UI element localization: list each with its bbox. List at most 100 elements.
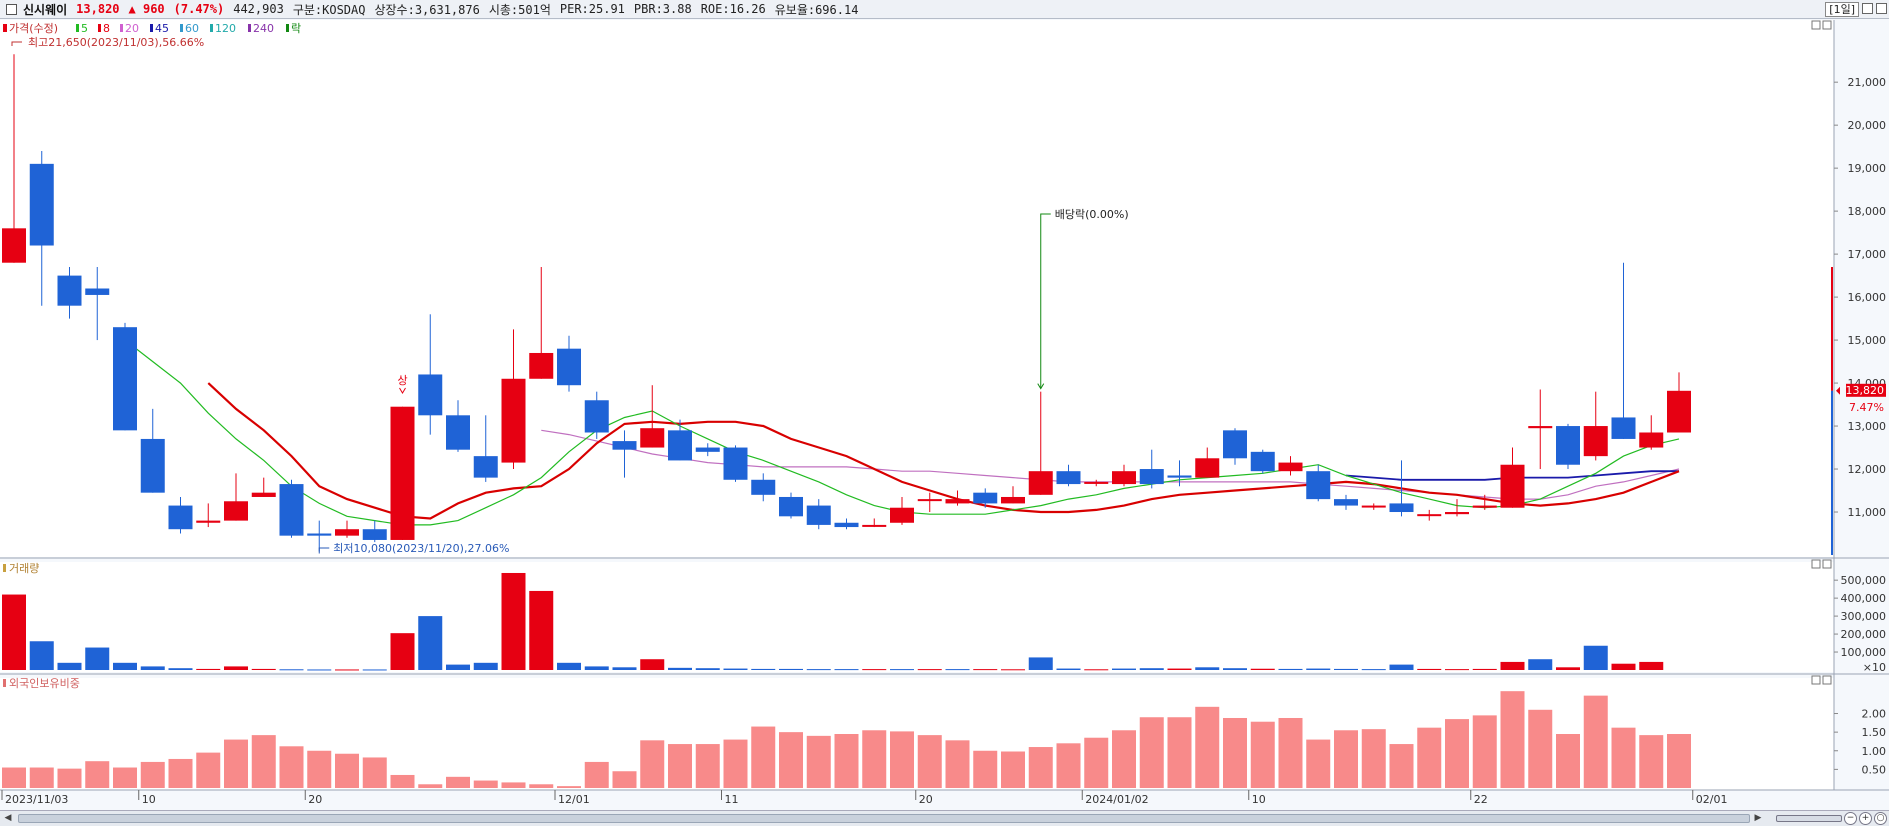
candle-body <box>446 415 470 450</box>
volume-bar <box>1167 668 1192 670</box>
legend-marker <box>98 24 101 32</box>
dividend-arrow-icon <box>1037 383 1045 390</box>
volume-bar <box>723 668 748 670</box>
volume-bar <box>168 668 193 670</box>
foreign-ratio-bar <box>1223 717 1247 788</box>
volume-bar <box>779 668 803 670</box>
volume-bar <box>1361 669 1386 671</box>
volume-bar <box>57 662 82 670</box>
volume-legend-label: 거래량 <box>9 562 39 575</box>
foreign-ratio-bar <box>1417 727 1442 788</box>
foreign-ratio-bar <box>1528 709 1553 788</box>
candle-body <box>1139 469 1164 485</box>
volume-bar <box>29 641 54 670</box>
volume-bar <box>1278 668 1303 670</box>
foreign-ratio-bar <box>723 739 748 788</box>
stock-name[interactable]: 신시웨이 <box>23 2 68 17</box>
foreign-ratio-bar <box>1306 739 1331 788</box>
foreign-ratio-bar <box>1556 734 1580 788</box>
candle-body <box>1167 475 1192 478</box>
limit-up-arrow-icon <box>399 387 406 394</box>
candle-body <box>362 529 387 540</box>
zoom-in-icon[interactable]: + <box>1859 812 1872 825</box>
candle-body <box>1195 458 1220 478</box>
candle-body <box>140 438 165 493</box>
candle-body <box>862 524 887 527</box>
volume-bar <box>1306 668 1331 670</box>
pane-maximize-icon <box>1811 559 1821 569</box>
volume-bar <box>862 669 887 671</box>
volume-tick-label: 200,000 <box>1841 628 1887 641</box>
legend-marker <box>150 24 153 32</box>
volume-bar <box>1028 657 1053 670</box>
zoom-tools: − + ○ <box>1776 811 1887 826</box>
volume-tick-label: 500,000 <box>1841 574 1887 587</box>
x-tick-label: 20 <box>308 793 322 806</box>
foreign-ratio-bar <box>1167 717 1192 788</box>
foreign-ratio-bar <box>196 752 221 788</box>
foreign-ratio-bar <box>1112 730 1136 788</box>
candle-body <box>612 441 637 450</box>
candle-body <box>168 505 193 530</box>
volume-tick-label: 300,000 <box>1841 610 1887 623</box>
volume-bar <box>1528 659 1553 670</box>
candle-body <box>1112 471 1136 485</box>
volume-bar <box>917 669 942 671</box>
foreign-ratio-bar <box>1139 717 1164 788</box>
candle-body <box>584 400 609 433</box>
x-tick-label: 2023/11/03 <box>5 793 68 806</box>
close-window-button[interactable] <box>1876 3 1887 14</box>
volume-tick-label: 400,000 <box>1841 592 1887 605</box>
x-tick-label: 12/01 <box>558 793 590 806</box>
foreign-legend-marker <box>3 679 6 687</box>
x-tick-label: 2024/01/02 <box>1085 793 1148 806</box>
foreign-ratio-bar <box>418 784 443 788</box>
pane-maximize-icon <box>1811 20 1821 30</box>
foreign-ratio-bar <box>29 767 54 788</box>
candle-body <box>29 163 54 246</box>
legend-label: 45 <box>155 22 169 35</box>
foreign-legend-label: 외국인보유비중 <box>9 677 80 690</box>
scroll-thumb[interactable] <box>18 814 1750 823</box>
zoom-out-icon[interactable]: − <box>1844 812 1857 825</box>
price-tick-label: 15,000 <box>1848 334 1887 347</box>
legend-label: 락 <box>291 22 301 35</box>
candle-body <box>1223 430 1247 459</box>
volume-bar <box>279 669 304 671</box>
foreign-ratio-bar <box>1361 729 1386 788</box>
candle-body <box>1306 471 1331 500</box>
foreign-ratio-bar <box>1611 727 1636 788</box>
zoom-slider[interactable] <box>1776 815 1842 822</box>
period-selector[interactable]: [1일] <box>1825 2 1859 17</box>
chart-scrollbar[interactable]: ◀ ▶ − + ○ <box>0 810 1889 826</box>
select-checkbox[interactable] <box>6 3 17 15</box>
foreign-ratio-bar <box>529 784 554 788</box>
foreign-ratio-bar <box>1639 735 1664 788</box>
foreign-ratio-bar <box>1389 744 1414 788</box>
zoom-reset-icon[interactable]: ○ <box>1874 812 1887 825</box>
candle-body <box>85 288 110 295</box>
volume-bar <box>1250 668 1275 670</box>
foreign-ratio-bar <box>973 750 998 788</box>
foreign-ratio-bar <box>695 744 720 788</box>
restore-window-button[interactable] <box>1862 3 1873 14</box>
dividend-annotation: 배당락(0.00%) <box>1055 208 1129 221</box>
candle-body <box>307 533 332 536</box>
legend-marker <box>248 24 251 32</box>
volume-bar <box>945 669 970 671</box>
stock-info-bar: 신시웨이 13,820 ▲ 960 (7.47%) 442,903 구분:KOS… <box>0 0 1889 19</box>
candle-body <box>390 406 415 540</box>
candle-body <box>1472 505 1497 508</box>
x-tick-label: 10 <box>1252 793 1266 806</box>
price-tick-label: 11,000 <box>1848 506 1887 519</box>
candle-body <box>2 228 26 263</box>
foreign-ratio-bar <box>557 786 581 788</box>
scroll-right-icon[interactable]: ▶ <box>1754 813 1762 823</box>
scroll-left-icon[interactable]: ◀ <box>4 813 12 823</box>
volume-bar <box>362 669 387 671</box>
high-annotation: 최고21,650(2023/11/03),56.66% <box>28 36 204 49</box>
volume-bar <box>973 669 998 671</box>
volume-bar <box>1139 668 1164 670</box>
volume-bar <box>695 668 720 670</box>
